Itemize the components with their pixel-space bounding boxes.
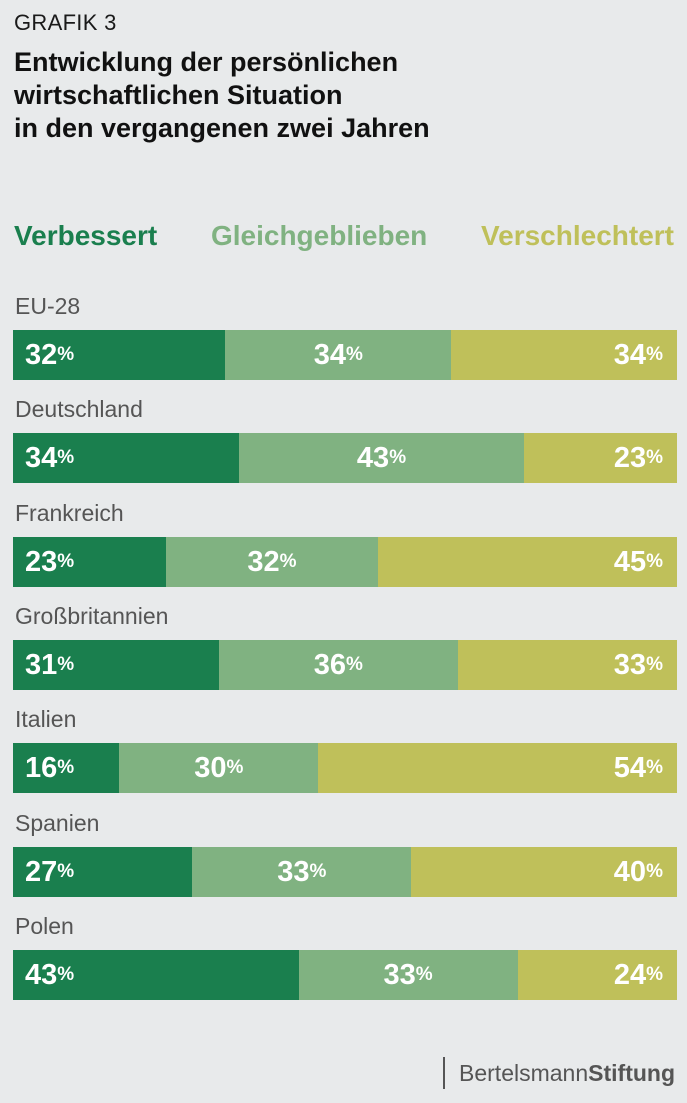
bar-segment-gleichgeblieben: 36% xyxy=(218,640,458,690)
percent-sign: % xyxy=(646,861,663,882)
percent-sign: % xyxy=(646,654,663,675)
data-label: 34 xyxy=(613,338,647,371)
bar-segment-verschlechtert: 24% xyxy=(517,950,677,1000)
data-label: 32 xyxy=(247,545,280,578)
bar-segment-verbessert: 43% xyxy=(13,950,299,1000)
bar-segment-gleichgeblieben: 33% xyxy=(298,950,518,1000)
bar-segment-gleichgeblieben: 43% xyxy=(238,433,525,483)
brand-bold: Stiftung xyxy=(588,1059,675,1086)
category-label: Großbritannien xyxy=(15,603,169,629)
data-label: 23 xyxy=(613,441,647,474)
bar-segment-verbessert: 32% xyxy=(13,330,226,380)
bar-segment-verbessert: 31% xyxy=(13,640,219,690)
percent-sign: % xyxy=(57,344,75,365)
percent-sign: % xyxy=(57,447,75,468)
data-label: 40 xyxy=(613,855,647,888)
percent-sign: % xyxy=(646,551,663,572)
logo-divider xyxy=(443,1057,446,1089)
data-label: 36 xyxy=(313,648,347,681)
bar-segment-verschlechtert: 54% xyxy=(318,743,677,793)
data-label: 24 xyxy=(613,958,647,991)
legend-verschlechtert: Verschlechtert xyxy=(481,220,674,251)
percent-sign: % xyxy=(415,964,433,985)
bar-segment-verschlechtert: 34% xyxy=(451,330,677,380)
percent-sign: % xyxy=(309,861,327,882)
bar-segment-verschlechtert: 23% xyxy=(524,433,677,483)
data-label: 27 xyxy=(25,855,58,888)
bar-segment-gleichgeblieben: 30% xyxy=(119,743,319,793)
percent-sign: % xyxy=(389,447,407,468)
category-label: Italien xyxy=(15,706,77,732)
percent-sign: % xyxy=(279,551,297,572)
bar-row: 23% 32% 45% xyxy=(13,537,677,587)
bar-row: 27% 33% 40% xyxy=(13,847,677,897)
category-label: Deutschland xyxy=(15,396,143,422)
category-label: Polen xyxy=(15,913,74,939)
chart-title: Entwicklung der persönlichen wirtschaftl… xyxy=(14,46,614,145)
bar-segment-verbessert: 23% xyxy=(13,537,166,587)
bar-segment-verbessert: 16% xyxy=(13,743,120,793)
bar-segment-gleichgeblieben: 34% xyxy=(225,330,452,380)
data-label: 54 xyxy=(613,751,647,784)
bar-segment-gleichgeblieben: 32% xyxy=(165,537,379,587)
percent-sign: % xyxy=(226,757,244,778)
chart-kicker: GRAFIK 3 xyxy=(14,10,117,35)
title-line-1: Entwicklung der persönlichen xyxy=(14,47,399,77)
bar-row: 31% 36% 33% xyxy=(13,640,677,690)
percent-sign: % xyxy=(646,344,663,365)
percent-sign: % xyxy=(646,447,663,468)
bar-row: 32% 34% 34% xyxy=(13,330,677,380)
category-label: EU-28 xyxy=(15,293,81,319)
brand-regular: Bertelsmann xyxy=(459,1059,589,1086)
data-label: 34 xyxy=(25,441,58,474)
data-label: 34 xyxy=(313,338,347,371)
data-label: 43 xyxy=(25,958,58,991)
bar-segment-verbessert: 27% xyxy=(13,847,193,897)
bar-segment-verschlechtert: 45% xyxy=(378,537,677,587)
percent-sign: % xyxy=(57,964,75,985)
data-label: 33 xyxy=(277,855,310,888)
data-label: 32 xyxy=(25,338,58,371)
bar-segment-verschlechtert: 33% xyxy=(457,640,677,690)
data-label: 30 xyxy=(194,751,227,784)
percent-sign: % xyxy=(646,757,663,778)
data-label: 43 xyxy=(356,441,390,474)
percent-sign: % xyxy=(346,344,363,365)
data-label: 33 xyxy=(613,648,647,681)
percent-sign: % xyxy=(57,861,75,882)
legend-verbessert: Verbessert xyxy=(14,220,158,251)
title-line-2: wirtschaftlichen Situation xyxy=(14,80,343,110)
bar-row: 16% 30% 54% xyxy=(13,743,677,793)
data-label: 16 xyxy=(25,751,58,784)
category-label: Spanien xyxy=(15,810,100,836)
data-label: 33 xyxy=(383,958,416,991)
bar-segment-gleichgeblieben: 33% xyxy=(192,847,412,897)
title-line-3: in den vergangenen zwei Jahren xyxy=(14,113,430,143)
data-label: 31 xyxy=(25,648,58,681)
bar-row: 34% 43% 23% xyxy=(13,433,677,483)
percent-sign: % xyxy=(57,551,75,572)
bar-segment-verschlechtert: 40% xyxy=(411,847,677,897)
brand-logo: Bertelsmann Stiftung xyxy=(443,1057,675,1089)
percent-sign: % xyxy=(346,654,363,675)
bar-segment-verbessert: 34% xyxy=(13,433,239,483)
percent-sign: % xyxy=(57,654,75,675)
legend-gleichgeblieben: Gleichgeblieben xyxy=(210,220,428,251)
category-label: Frankreich xyxy=(15,500,124,526)
percent-sign: % xyxy=(57,757,75,778)
legend: Verbessert Gleichgeblieben Verschlechter… xyxy=(14,220,674,252)
bar-row: 43% 33% 24% xyxy=(13,950,677,1000)
percent-sign: % xyxy=(646,964,663,985)
data-label: 23 xyxy=(25,545,58,578)
data-label: 45 xyxy=(613,545,647,578)
